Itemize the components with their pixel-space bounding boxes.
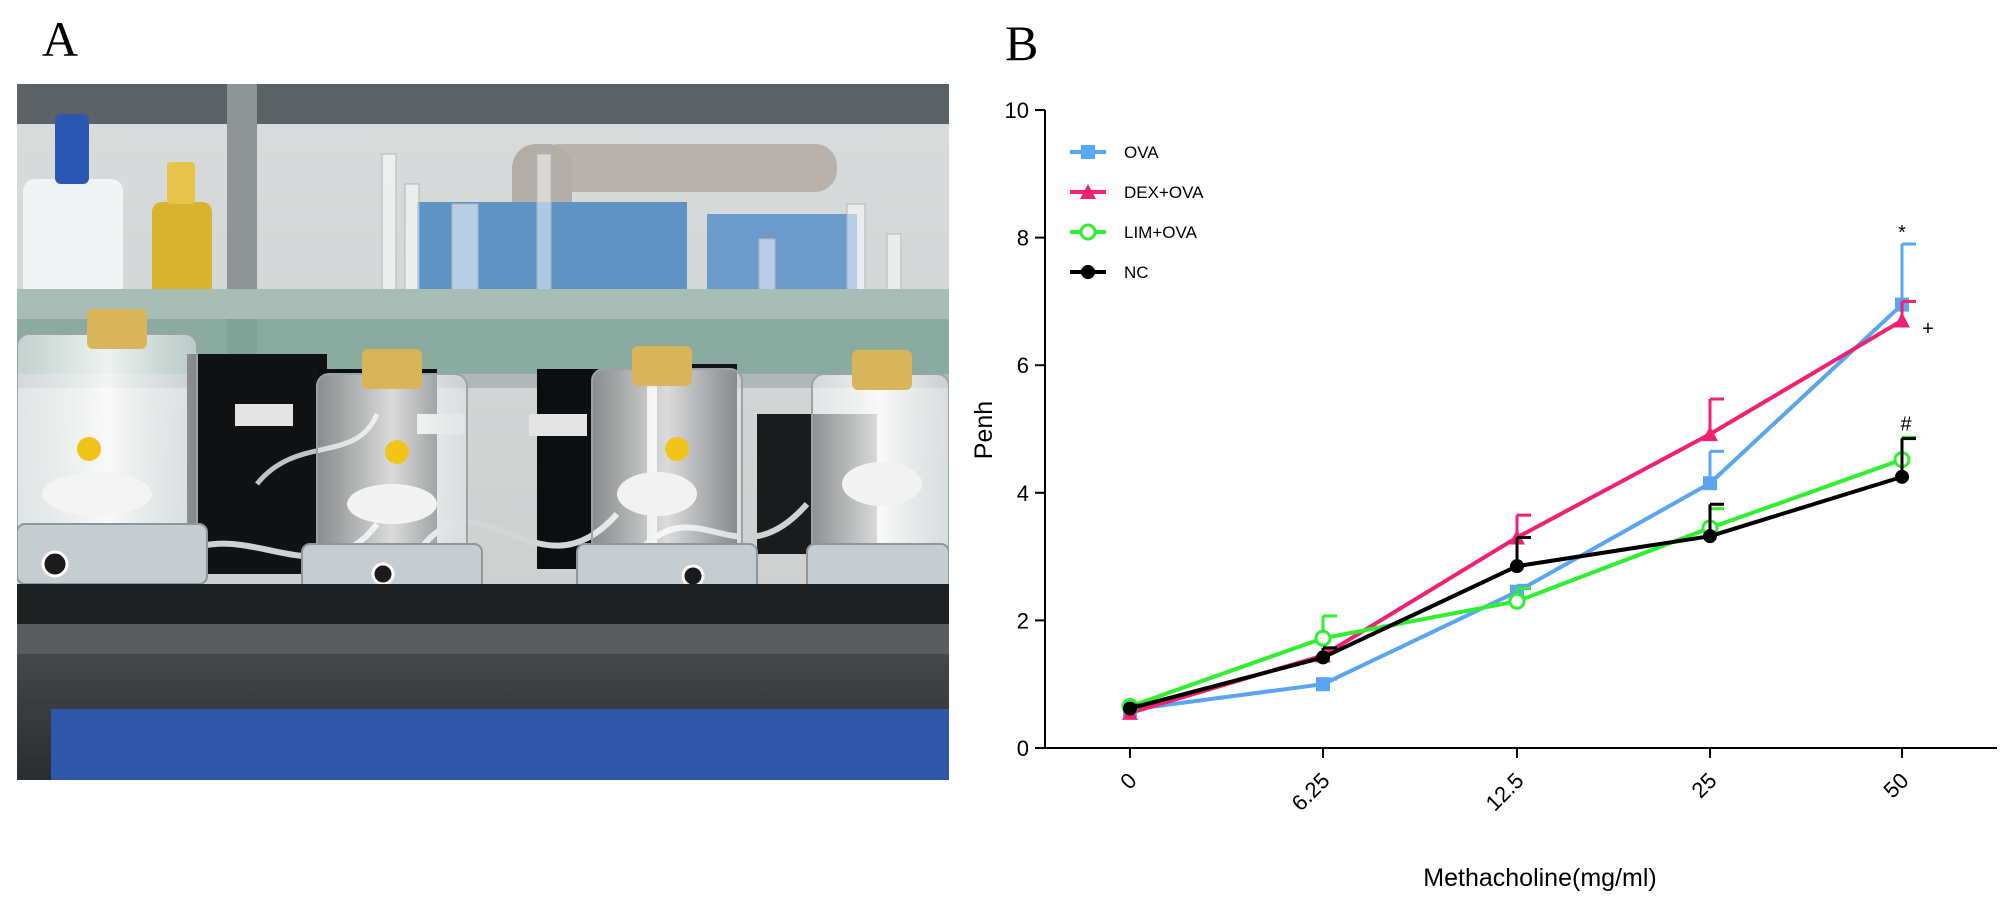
y-tick-label: 10 (1005, 98, 1029, 123)
data-point-circle (1316, 650, 1330, 664)
x-tick-label: 25 (1687, 768, 1722, 803)
legend-item: OVA (1070, 143, 1159, 162)
legend-label: DEX+OVA (1124, 183, 1204, 202)
legend-item: LIM+OVA (1070, 223, 1198, 242)
data-point-square (1703, 476, 1717, 490)
y-tick-label: 4 (1017, 481, 1029, 506)
data-point-open-circle (1081, 225, 1095, 239)
series-nc (1123, 439, 1916, 716)
series-ova (1123, 244, 1916, 717)
legend-label: NC (1124, 263, 1149, 282)
y-axis-title: Penh (970, 401, 998, 459)
data-point-triangle (1894, 313, 1910, 328)
data-point-triangle (1702, 426, 1718, 441)
legend-item: NC (1070, 263, 1149, 282)
series-layer (1122, 244, 1916, 720)
data-point-open-circle (1316, 631, 1330, 645)
legend-item: DEX+OVA (1070, 183, 1204, 202)
x-tick-label: 50 (1879, 768, 1914, 803)
series-line (1130, 460, 1902, 707)
data-point-circle (1123, 701, 1137, 715)
significance-mark: # (1900, 414, 1912, 436)
data-point-open-circle (1510, 594, 1524, 608)
series-line (1130, 305, 1902, 710)
data-point-square (1316, 677, 1330, 691)
y-tick-label: 8 (1017, 226, 1029, 251)
y-tick-label: 2 (1017, 608, 1029, 633)
significance-mark: * (1898, 222, 1906, 244)
x-tick-label: 0 (1115, 768, 1141, 794)
data-point-square (1081, 145, 1095, 159)
y-tick-label: 0 (1017, 736, 1029, 761)
significance-mark: + (1922, 318, 1934, 340)
data-point-circle (1703, 529, 1717, 543)
x-tick-label: 6.25 (1287, 768, 1335, 816)
legend-label: OVA (1124, 143, 1159, 162)
x-tick-label: 12.5 (1481, 768, 1529, 816)
x-axis-title: Methacholine(mg/ml) (1423, 864, 1656, 892)
data-point-circle (1081, 265, 1095, 279)
data-point-circle (1895, 470, 1909, 484)
data-point-circle (1510, 559, 1524, 573)
y-tick-label: 6 (1017, 353, 1029, 378)
legend-label: LIM+OVA (1124, 223, 1198, 242)
series-lim-ova (1123, 437, 1916, 713)
chart-legend: OVA DEX+OVA LIM+OVA NC (1070, 143, 1204, 282)
